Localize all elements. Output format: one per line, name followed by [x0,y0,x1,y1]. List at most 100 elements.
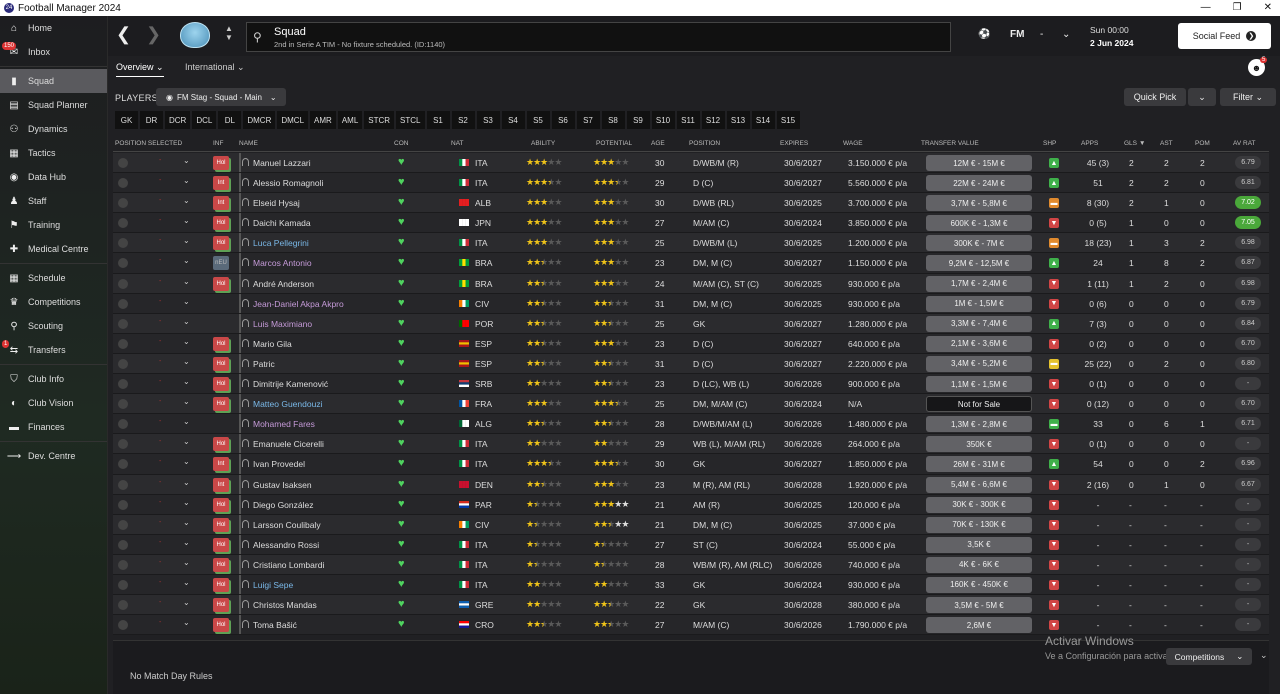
expand-chevron-icon[interactable]: ⌄ [1260,650,1268,660]
col-transfer-value[interactable]: TRANSFER VALUE [921,140,979,147]
position-filter-s14[interactable]: S14 [751,111,775,129]
select-radio[interactable] [118,439,128,450]
player-name[interactable]: Christos Mandas [253,600,317,611]
transfer-value[interactable]: 2,6M € [926,617,1032,634]
transfer-value[interactable]: 1M € - 1,5M € [926,295,1032,312]
position-filter-stcr[interactable]: STCR [364,111,395,129]
sidebar-item-dev-centre[interactable]: ⟶ Dev. Centre [0,444,107,468]
chevron-down-icon[interactable]: ⌄ [183,377,190,387]
position-filter-s13[interactable]: S13 [726,111,750,129]
sidebar-item-training[interactable]: ⚑ Training [0,213,107,237]
chevron-down-icon[interactable]: ⌄ [183,437,190,447]
chevron-down-icon[interactable]: ⌄ [183,356,190,366]
sidebar-item-medical-centre[interactable]: ✚ Medical Centre [0,237,107,261]
chevron-down-icon[interactable]: ⌄ [183,618,190,628]
col-name[interactable]: NAME [239,140,258,147]
transfer-value[interactable]: 1,3M € - 2,8M € [926,416,1032,433]
position-filter-aml[interactable]: AML [337,111,363,129]
player-name[interactable]: Gustav Isaksen [253,479,312,490]
player-name[interactable]: Jean-Daniel Akpa Akpro [253,298,344,309]
select-radio[interactable] [118,278,128,289]
sidebar-item-finances[interactable]: ▬ Finances [0,415,107,439]
transfer-value[interactable]: 30K € - 300K € [926,496,1032,513]
table-row[interactable]: - ⌄ Hol Emanuele Cicerelli ♥ ITA ★★★★★ ★★★★★ 29 W… [113,434,1269,455]
table-row[interactable]: - ⌄ Int Elseid Hysaj ♥ ALB ★★★★★ ★★★★★ 30 D/WB (R… [113,193,1269,214]
table-row[interactable]: - ⌄ Mohamed Fares ♥ ALG ★★★★★ ★★★★★ 28 D/WB/M/AM… [113,414,1269,435]
player-name[interactable]: Cristiano Lombardi [253,559,325,570]
club-switcher-icon[interactable]: ▲ ▼ [225,24,233,42]
sidebar-item-schedule[interactable]: ▦ Schedule [0,266,107,290]
table-row[interactable]: - ⌄ Hol Manuel Lazzari ♥ ITA ★★★★★ ★★★★★ 30 D/WB/… [113,153,1269,174]
fm-label[interactable]: FM [1010,29,1025,40]
select-radio[interactable] [118,459,128,470]
col-expires[interactable]: EXPIRES [780,140,809,147]
position-filter-gk[interactable]: GK [115,111,138,129]
chevron-down-icon[interactable]: ⌄ [183,156,190,165]
table-row[interactable]: - ⌄ Hol Diego González ♥ PAR ★★★★★ ★★★★★ 21 AM (R… [113,494,1269,515]
sidebar-item-club-vision[interactable]: ◐ Club Vision [0,391,107,415]
chevron-down-icon[interactable]: ⌄ [183,196,190,206]
back-arrow-icon[interactable]: ❮ [116,24,132,44]
sidebar-item-scouting[interactable]: ⚲ Scouting [0,314,107,338]
position-filter-s2[interactable]: S2 [451,111,475,129]
player-name[interactable]: Alessio Romagnoli [253,178,324,189]
position-filter-dcr[interactable]: DCR [165,111,191,129]
sidebar-item-squad[interactable]: ▮ Squad [0,69,107,93]
transfer-value[interactable]: 3,7M € - 5,8M € [926,195,1032,212]
player-name[interactable]: Mario Gila [253,338,292,349]
select-radio[interactable] [118,238,128,249]
player-name[interactable]: Luca Pellegrini [253,238,309,249]
search-icon[interactable]: ⚲ [253,30,262,44]
position-filter-dcl[interactable]: DCL [192,111,217,129]
position-filter-dl[interactable]: DL [218,111,242,129]
transfer-value[interactable]: 1,7M € - 2,4M € [926,275,1032,292]
player-name[interactable]: Diego González [253,499,314,510]
select-radio[interactable] [118,338,128,349]
sidebar-item-competitions[interactable]: ♛ Competitions [0,290,107,314]
table-row[interactable]: - ⌄ Int Alessio Romagnoli ♥ ITA ★★★★★ ★★★★★ 29 D … [113,173,1269,194]
game-date[interactable]: Sun 00:00 2 Jun 2024 [1090,24,1133,50]
competitions-dropdown[interactable]: Competitions ⌄ [1166,648,1252,665]
chevron-down-icon[interactable]: ⌄ [183,236,190,246]
table-row[interactable]: - ⌄ nEU Marcos Antonio ♥ BRA ★★★★★ ★★★★★ 23 DM, M… [113,253,1269,274]
tab-overview[interactable]: Overview ⌄ [116,62,164,77]
player-name[interactable]: Dimitrije Kamenović [253,379,329,390]
transfer-value[interactable]: 160K € - 450K € [926,576,1032,593]
player-name[interactable]: Ivan Provedel [253,459,305,470]
table-row[interactable]: - ⌄ Hol Daichi Kamada ♥ JPN ★★★★★ ★★★★★ 27 M/AM (… [113,213,1269,234]
table-row[interactable]: - ⌄ Hol Luca Pellegrini ♥ ITA ★★★★★ ★★★★★ 25 D/WB… [113,233,1269,254]
position-filter-s11[interactable]: S11 [676,111,700,129]
chevron-down-icon[interactable]: ⌄ [183,598,190,608]
chevron-down-icon[interactable]: ⌄ [183,537,190,547]
tab-international[interactable]: International ⌄ [185,62,245,72]
select-radio[interactable] [118,419,128,430]
transfer-value[interactable]: 3,4M € - 5,2M € [926,355,1032,372]
position-filter-s8[interactable]: S8 [601,111,625,129]
social-feed-button[interactable]: Social Feed ❯ [1178,23,1271,49]
select-radio[interactable] [118,399,128,410]
table-row[interactable]: - ⌄ Hol Larsson Coulibaly ♥ CIV ★★★★★ ★★★★★ 21 DM… [113,514,1269,535]
sidebar-item-tactics[interactable]: ▦ Tactics [0,141,107,165]
position-filter-s10[interactable]: S10 [651,111,675,129]
player-name[interactable]: Alessandro Rossi [253,539,320,550]
table-row[interactable]: - ⌄ Hol André Anderson ♥ BRA ★★★★★ ★★★★★ 24 M/AM … [113,273,1269,294]
close-icon[interactable]: ✕ [1263,2,1272,13]
sidebar-item-squad-planner[interactable]: ▤ Squad Planner [0,93,107,117]
transfer-value[interactable]: 600K € - 1,3M € [926,215,1032,232]
select-radio[interactable] [118,318,128,329]
table-row[interactable]: - ⌄ Luis Maximiano ♥ POR ★★★★★ ★★★★★ 25 GK 30/6/2… [113,313,1269,334]
transfer-value[interactable]: Not for Sale [926,396,1032,413]
transfer-value[interactable]: 12M € - 15M € [926,155,1032,171]
table-row[interactable]: - ⌄ Hol Matteo Guendouzi ♥ FRA ★★★★★ ★★★★★ 25 DM,… [113,394,1269,415]
table-row[interactable]: - ⌄ Hol Alessandro Rossi ♥ ITA ★★★★★ ★★★★★ 27 ST … [113,534,1269,555]
col-nat[interactable]: NAT [451,140,464,147]
position-filter-dr[interactable]: DR [140,111,163,129]
chevron-down-icon[interactable]: ⌄ [183,557,190,567]
col-apps[interactable]: APPS [1081,140,1099,147]
sidebar-item-data-hub[interactable]: ◉ Data Hub [0,165,107,189]
table-row[interactable]: - ⌄ Hol Patric ♥ ESP ★★★★★ ★★★★★ 31 D (C) 30/6/202… [113,353,1269,375]
sidebar-item-club-info[interactable]: ⛉ Club Info [0,367,107,391]
col-ability[interactable]: ABILITY [531,140,556,147]
view-selector[interactable]: ◉ FM Stag - Squad - Main ⌄ [156,88,286,106]
position-filter-s7[interactable]: S7 [576,111,600,129]
